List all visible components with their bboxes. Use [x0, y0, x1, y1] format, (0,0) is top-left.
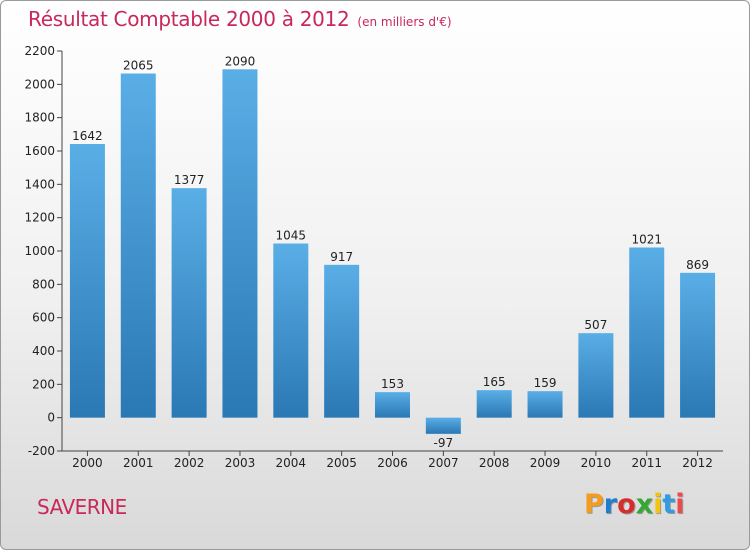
data-label: 159 — [534, 376, 557, 390]
x-tick-label: 2000 — [72, 456, 103, 470]
x-tick-label: 2009 — [530, 456, 561, 470]
bar — [527, 391, 563, 418]
y-tick-label: 1800 — [24, 111, 55, 125]
y-tick-label: 1200 — [24, 211, 55, 225]
data-label: 2065 — [123, 59, 154, 73]
bar — [425, 417, 461, 434]
x-tick-label: 2002 — [174, 456, 205, 470]
proxiti-logo[interactable]: Proxiti — [584, 489, 685, 520]
logo-letter: i — [653, 489, 663, 520]
y-tick-label: 600 — [32, 311, 55, 325]
logo-letter: i — [675, 489, 685, 520]
data-label: 869 — [686, 258, 709, 272]
bar — [476, 390, 512, 418]
y-tick-label: 200 — [32, 377, 55, 391]
data-label: 153 — [381, 377, 404, 391]
y-tick-label: 1600 — [24, 144, 55, 158]
data-label: 1021 — [631, 233, 662, 247]
y-tick-label: -200 — [28, 444, 55, 458]
bar — [375, 392, 410, 418]
data-label: 1642 — [72, 129, 103, 143]
place-name: SAVERNE — [37, 495, 127, 519]
y-tick-label: 0 — [47, 411, 55, 425]
y-tick-label: 400 — [32, 344, 55, 358]
x-tick-label: 2003 — [225, 456, 256, 470]
data-label: 2090 — [225, 54, 256, 68]
bar — [680, 272, 716, 418]
bar — [120, 73, 156, 418]
logo-letter: o — [617, 489, 636, 520]
x-tick-label: 2005 — [326, 456, 357, 470]
chart-title: Résultat Comptable 2000 à 2012 — [28, 7, 350, 31]
x-tick-label: 2001 — [123, 456, 154, 470]
logo-letter: x — [635, 489, 654, 520]
logo-letter: t — [662, 489, 676, 520]
bar — [629, 247, 665, 418]
chart-subtitle: (en milliers d'€) — [357, 15, 452, 29]
bar — [578, 333, 614, 418]
bar — [69, 144, 105, 418]
bar — [222, 69, 258, 418]
x-tick-label: 2008 — [479, 456, 510, 470]
logo-letter: P — [584, 489, 604, 520]
bar — [324, 264, 360, 418]
data-label: 165 — [483, 375, 506, 389]
x-tick-label: 2007 — [428, 456, 459, 470]
data-label: 507 — [584, 318, 607, 332]
y-tick-label: 2200 — [24, 44, 55, 58]
y-tick-label: 1000 — [24, 244, 55, 258]
bar — [171, 188, 207, 418]
y-tick-label: 2000 — [24, 77, 55, 91]
y-tick-label: 800 — [32, 277, 55, 291]
bar — [273, 243, 309, 418]
logo-letter: r — [603, 489, 618, 520]
data-label: 1045 — [276, 229, 307, 243]
x-tick-label: 2010 — [581, 456, 612, 470]
data-label: -97 — [434, 436, 454, 450]
data-label: 1377 — [174, 173, 205, 187]
chart-title-block: Résultat Comptable 2000 à 2012 (en millie… — [28, 7, 452, 31]
data-label: 917 — [330, 250, 353, 264]
x-tick-label: 2004 — [276, 456, 307, 470]
x-tick-label: 2006 — [377, 456, 408, 470]
x-tick-label: 2012 — [682, 456, 713, 470]
x-tick-label: 2011 — [631, 456, 662, 470]
y-tick-label: 1400 — [24, 177, 55, 191]
